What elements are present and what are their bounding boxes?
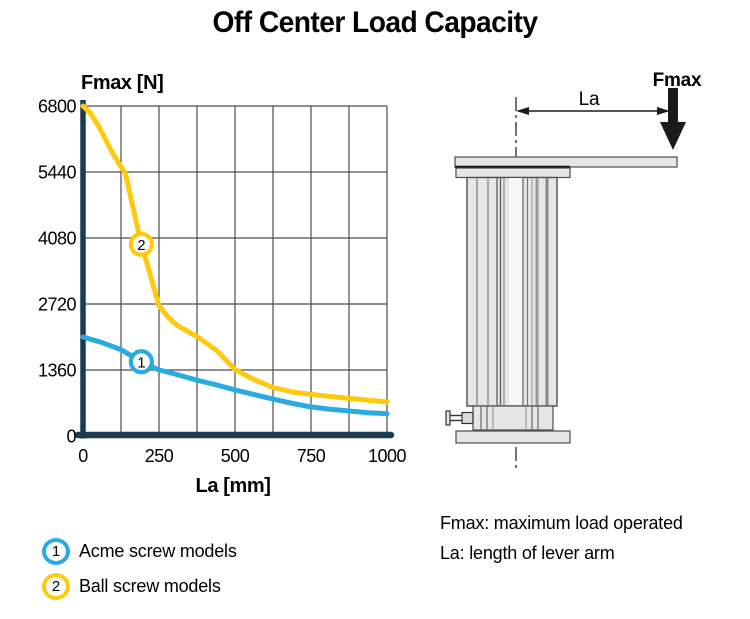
curve-series-2 — [80, 103, 390, 405]
definitions: Fmax: maximum load operated La: length o… — [440, 508, 683, 568]
legend-item-ball: 2 Ball screw models — [42, 572, 237, 601]
fmax-arrow-icon — [660, 88, 686, 150]
y-tick-label: 5440 — [38, 163, 77, 183]
x-tick-label: 1000 — [368, 446, 407, 466]
x-tick-label: 250 — [145, 446, 174, 466]
y-tick-label: 6800 — [38, 97, 77, 117]
la-dimension — [516, 107, 670, 115]
series-1-marker-icon: 1 — [42, 538, 70, 565]
y-tick-label: 1360 — [38, 361, 77, 381]
y-axis-title: Fmax [N] — [81, 72, 163, 94]
curve-marker-number: 2 — [137, 237, 145, 254]
y-tick-label: 2720 — [38, 295, 77, 315]
x-tick-label: 500 — [221, 446, 250, 466]
base-plate — [455, 430, 571, 444]
carriage-plate — [455, 167, 571, 179]
la-label: La — [579, 89, 600, 110]
x-axis-title: La [mm] — [196, 475, 271, 497]
series-1-number: 1 — [51, 543, 61, 560]
la-definition: La: length of lever arm — [440, 543, 615, 563]
y-tick-label: 4080 — [38, 229, 77, 249]
x-tick-label: 750 — [297, 446, 326, 466]
x-tick-label: 0 — [78, 446, 88, 466]
series-2-marker-icon: 2 — [42, 573, 70, 600]
curve-marker-1 — [128, 349, 154, 375]
series-2-number: 2 — [51, 578, 61, 595]
y-tick-label: 0 — [66, 427, 76, 447]
actuator-body — [466, 176, 558, 407]
series-1-label: Acme screw models — [79, 541, 237, 561]
load-capacity-chart: Fmax [N] La [mm] 0 1360 2720 4080 5440 6800 0 2… — [38, 72, 407, 497]
lever-plate — [454, 156, 678, 168]
chart-legend: 1 Acme screw models 2 Ball screw models — [42, 537, 237, 607]
legend-item-acme: 1 Acme screw models — [42, 537, 237, 566]
curve-marker-number: 1 — [137, 354, 145, 371]
page-title: Off Center Load Capacity — [212, 6, 538, 39]
fmax-definition: Fmax: maximum load operated — [440, 513, 683, 533]
gear-housing — [472, 405, 554, 431]
series-2-label: Ball screw models — [79, 576, 221, 596]
curve-marker-2 — [128, 231, 154, 257]
actuator-diagram: La Fmax — [445, 70, 702, 470]
fmax-label: Fmax — [653, 70, 702, 91]
motor-fitting — [445, 410, 474, 426]
